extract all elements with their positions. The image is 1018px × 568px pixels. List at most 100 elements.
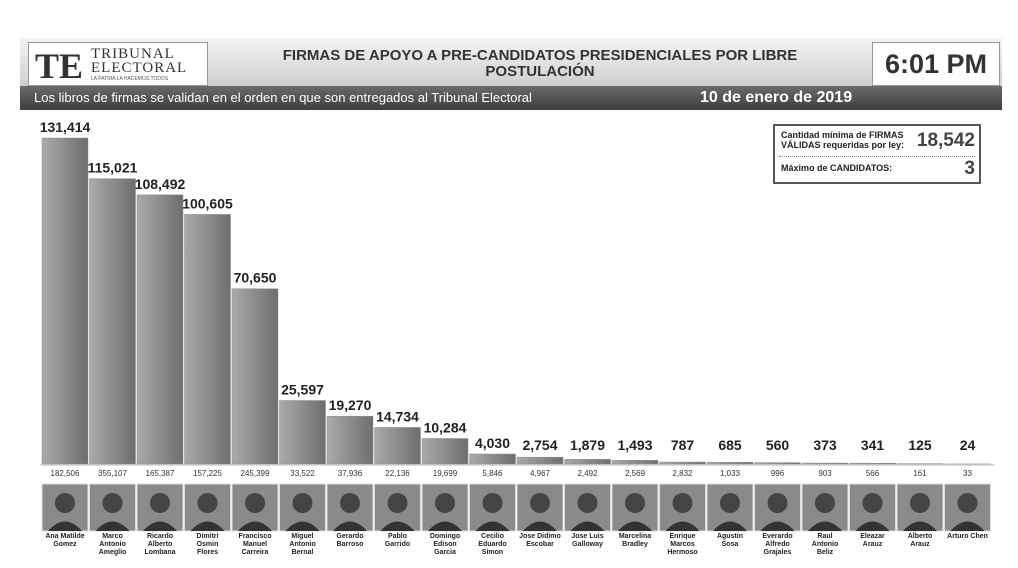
candidate-name: Francisco Manuel Carreira (238, 533, 272, 556)
photo-head (577, 493, 598, 513)
photo-body (333, 521, 367, 531)
total-label: 161 (913, 469, 927, 478)
photo-body (903, 521, 937, 531)
value-label: 560 (766, 437, 790, 453)
photo-head (767, 493, 788, 513)
bar (611, 460, 659, 465)
photo-body (95, 521, 130, 531)
photo-head (55, 493, 75, 513)
total-label: 37,936 (338, 469, 363, 478)
photo-body (713, 521, 747, 531)
photo-body (570, 521, 605, 531)
bar (516, 456, 564, 465)
candidate-name: Agustin Sosa (716, 533, 744, 548)
photo-head (245, 493, 265, 513)
info-label: Máximo de CANDIDATOS: (781, 163, 893, 173)
info-divider (779, 156, 975, 157)
bar (279, 400, 326, 465)
photo-body (380, 521, 415, 531)
photo-head (815, 493, 835, 513)
bar (326, 415, 374, 465)
photo-body (428, 521, 462, 531)
total-label: 33,522 (290, 469, 315, 478)
total-label: 903 (818, 469, 832, 478)
value-label: 19,270 (329, 397, 372, 413)
total-label: 996 (771, 469, 785, 478)
photo-head (387, 493, 408, 513)
value-label: 685 (718, 437, 742, 453)
candidate-name: Gerardo Barroso (336, 533, 364, 548)
value-label: 125 (908, 437, 932, 453)
candidate-name: Pablo Garrido (384, 533, 411, 548)
photo-body (143, 521, 177, 531)
bar (849, 462, 896, 465)
photo-body (618, 521, 652, 531)
candidate-name: Everardo Alfredo Grajales (762, 533, 793, 556)
candidate-name: Jose Didimo Escobar (519, 533, 561, 548)
candidate-name: Dimitri Osmin Flores (196, 533, 219, 556)
info-value: 18,542 (916, 130, 975, 151)
bar (41, 137, 89, 465)
photo-head (340, 493, 360, 513)
value-label: 373 (813, 437, 837, 453)
photo-body (950, 521, 985, 531)
title: FIRMAS DE APOYO A PRE-CANDIDATOS PRESIDE… (282, 47, 798, 80)
logo-initials: TE (35, 46, 84, 86)
photo-head (862, 493, 883, 513)
photo-head (720, 493, 740, 513)
value-label: 100,605 (182, 195, 233, 211)
value-label: 4,030 (475, 435, 510, 451)
total-label: 33 (963, 469, 972, 478)
candidate-name: Ricardo Alberto Lombana (144, 533, 176, 556)
candidate-name: Domingo Edison Garcia (429, 533, 461, 556)
subtitle-bar (20, 86, 1002, 110)
total-label: 1,033 (720, 469, 741, 478)
photo-body (475, 521, 510, 531)
photo-body (760, 521, 795, 531)
bar (801, 462, 849, 465)
photo-head (482, 493, 503, 513)
photo-head (292, 493, 313, 513)
info-box: Cantidad mínima de FIRMAS VÁLIDAS requer… (773, 124, 981, 184)
total-label: 5,846 (482, 469, 503, 478)
candidate-name: Marco Antonio Ameglio (98, 533, 127, 556)
bar (136, 194, 184, 465)
photo-body (523, 521, 557, 531)
date: 10 de enero de 2019 (700, 89, 853, 106)
candidate-name: Enrique Marcos Hermoso (667, 533, 698, 556)
bar (231, 288, 279, 465)
photo-head (625, 493, 645, 513)
photo-head (672, 493, 693, 513)
time: 6:01 PM (872, 42, 1000, 86)
photo-body (855, 521, 890, 531)
total-label: 566 (866, 469, 880, 478)
bar (89, 178, 136, 465)
total-label: 2,492 (577, 469, 598, 478)
photo-body (808, 521, 842, 531)
value-label: 25,597 (281, 382, 324, 398)
value-label: 108,492 (135, 176, 186, 192)
candidate-name: Eleazar Arauz (860, 533, 885, 548)
total-label: 22,136 (385, 469, 410, 478)
bar (421, 438, 469, 465)
total-label: 4,967 (530, 469, 551, 478)
total-label: 355,107 (98, 469, 127, 478)
info-value: 3 (964, 158, 975, 179)
value-label: 1,879 (570, 437, 605, 453)
photo-body (190, 521, 225, 531)
photo-head (530, 493, 550, 513)
photo-body (285, 521, 320, 531)
logo-text: TRIBUNAL ELECTORAL (91, 46, 188, 76)
value-label: 24 (960, 437, 976, 453)
candidate-name: Arturo Chen (947, 533, 988, 540)
photo-body (238, 521, 272, 531)
bar (706, 462, 754, 465)
value-label: 14,734 (376, 408, 419, 424)
value-label: 341 (861, 437, 885, 453)
photo-body (665, 521, 700, 531)
value-label: 10,284 (424, 419, 467, 435)
total-label: 2,569 (625, 469, 646, 478)
value-label: 1,493 (617, 437, 652, 453)
bar (469, 453, 516, 465)
photo-body (48, 521, 82, 531)
